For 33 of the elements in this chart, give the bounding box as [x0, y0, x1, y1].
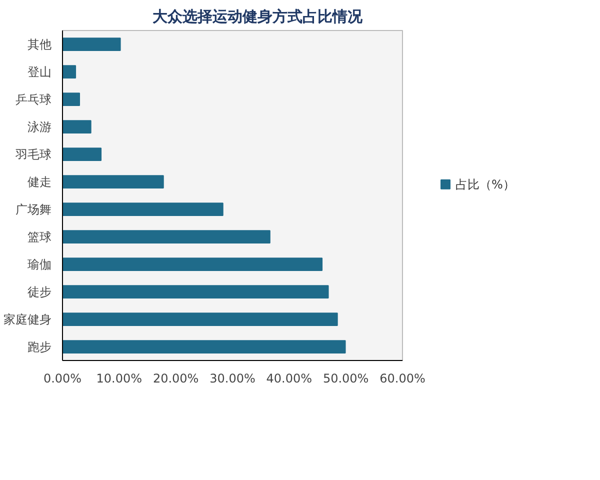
- x-tick-label: 40.00%: [266, 372, 312, 386]
- bar: [62, 65, 76, 78]
- y-tick-label: 跑步: [28, 340, 52, 354]
- bar: [62, 202, 224, 216]
- y-tick-label: 瑜伽: [28, 257, 52, 272]
- y-tick-label: 乒乓球: [16, 92, 52, 106]
- x-tick-label: 10.00%: [96, 372, 142, 386]
- y-tick-label: 羽毛球: [14, 147, 52, 162]
- bar: [62, 38, 121, 51]
- bar: [62, 148, 102, 161]
- bar: [62, 285, 329, 298]
- x-tick-label: 50.00%: [322, 372, 369, 386]
- bar: [62, 230, 270, 244]
- x-tick-label: 60.00%: [380, 372, 426, 386]
- y-tick-label: 徒步: [28, 284, 52, 299]
- bar: [62, 258, 323, 271]
- x-tick-label: 0.00%: [43, 372, 82, 386]
- chart-title: 大众选择运动健身方式占比情况: [152, 8, 364, 26]
- y-tick-label: 篮球: [28, 230, 52, 244]
- bar: [62, 92, 80, 106]
- bar: [62, 312, 338, 326]
- y-tick-label: 家庭健身: [4, 312, 52, 326]
- y-tick-label: 登山: [28, 64, 52, 79]
- bar: [62, 175, 164, 188]
- x-tick-label: 20.00%: [152, 372, 199, 386]
- y-tick-label: 广场舞: [16, 202, 52, 216]
- bar: [62, 120, 92, 134]
- y-tick-label: 健走: [28, 174, 52, 189]
- x-tick-label: 30.00%: [210, 372, 256, 386]
- y-tick-label: 其他: [28, 37, 52, 52]
- legend-label: 占比（%）: [456, 177, 515, 192]
- y-tick-label: 泳游: [28, 120, 52, 134]
- bar: [62, 340, 346, 354]
